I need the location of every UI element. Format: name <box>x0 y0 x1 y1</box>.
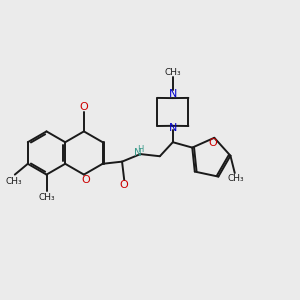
Text: CH₃: CH₃ <box>227 175 244 184</box>
Text: O: O <box>81 175 90 185</box>
Text: O: O <box>208 138 217 148</box>
Text: H: H <box>137 145 144 154</box>
Text: CH₃: CH₃ <box>39 193 56 202</box>
Text: O: O <box>80 102 88 112</box>
Text: N: N <box>169 88 177 99</box>
Text: O: O <box>120 180 129 190</box>
Text: N: N <box>169 123 177 133</box>
Text: CH₃: CH₃ <box>164 68 181 76</box>
Text: N: N <box>134 148 141 158</box>
Text: CH₃: CH₃ <box>5 177 22 186</box>
